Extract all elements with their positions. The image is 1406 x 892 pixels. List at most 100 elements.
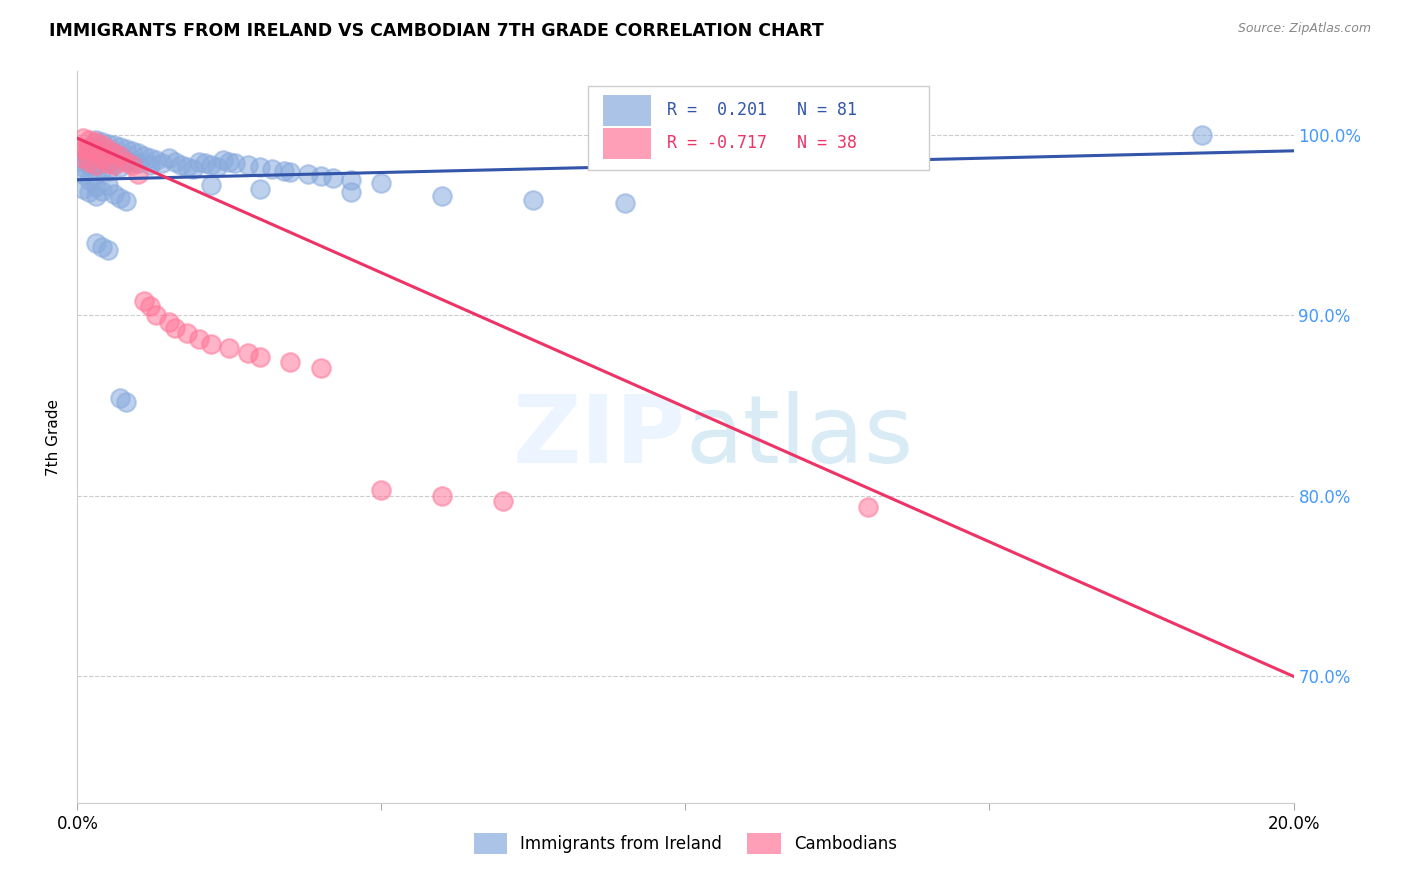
Point	[97, 153, 120, 167]
Point	[856, 500, 879, 514]
Point	[127, 167, 149, 181]
Point	[181, 161, 204, 176]
Point	[66, 154, 89, 169]
Point	[139, 151, 162, 165]
Point	[176, 160, 198, 174]
Point	[249, 182, 271, 196]
Point	[90, 144, 112, 158]
Point	[79, 149, 101, 163]
Point	[121, 154, 143, 169]
Point	[145, 308, 167, 322]
Point	[108, 149, 131, 163]
Point	[90, 161, 112, 176]
Point	[97, 156, 120, 170]
Point	[72, 151, 94, 165]
Point	[103, 138, 125, 153]
Point	[79, 142, 101, 156]
Point	[103, 187, 125, 202]
Point	[90, 135, 112, 149]
Point	[1191, 128, 1213, 142]
Point	[84, 135, 107, 149]
Point	[139, 158, 162, 172]
Point	[103, 147, 125, 161]
Point	[134, 149, 156, 163]
Text: R =  0.201   N = 81: R = 0.201 N = 81	[668, 101, 858, 119]
Point	[134, 293, 156, 308]
Point	[97, 145, 120, 160]
Text: IMMIGRANTS FROM IRELAND VS CAMBODIAN 7TH GRADE CORRELATION CHART: IMMIGRANTS FROM IRELAND VS CAMBODIAN 7TH…	[49, 22, 824, 40]
Point	[84, 167, 107, 181]
Point	[121, 158, 143, 172]
Point	[90, 184, 112, 198]
Point	[309, 169, 332, 183]
Point	[236, 158, 259, 172]
Point	[66, 140, 89, 154]
Point	[84, 158, 107, 172]
Point	[108, 191, 131, 205]
Point	[84, 133, 107, 147]
Point	[278, 355, 301, 369]
Point	[90, 151, 112, 165]
Point	[218, 341, 240, 355]
Point	[84, 180, 107, 194]
Point	[108, 391, 131, 405]
Point	[90, 138, 112, 153]
Point	[72, 167, 94, 181]
Point	[297, 167, 319, 181]
Point	[613, 196, 636, 211]
Point	[115, 395, 138, 409]
Point	[127, 145, 149, 160]
Point	[103, 158, 125, 172]
Point	[72, 142, 94, 156]
Point	[97, 163, 120, 178]
Point	[200, 178, 222, 193]
Point	[127, 156, 149, 170]
Point	[103, 145, 125, 160]
Point	[121, 144, 143, 158]
Point	[948, 810, 970, 824]
Point	[79, 140, 101, 154]
Point	[163, 154, 186, 169]
Point	[79, 154, 101, 169]
Point	[115, 153, 138, 167]
Point	[340, 186, 363, 200]
Text: ZIP: ZIP	[513, 391, 686, 483]
Point	[170, 158, 193, 172]
Point	[163, 321, 186, 335]
Point	[194, 156, 217, 170]
Point	[322, 170, 344, 185]
Point	[188, 332, 211, 346]
Point	[115, 154, 138, 169]
Point	[370, 177, 392, 191]
Point	[72, 145, 94, 160]
Point	[84, 235, 107, 250]
Point	[309, 360, 332, 375]
Text: Source: ZipAtlas.com: Source: ZipAtlas.com	[1237, 22, 1371, 36]
Point	[108, 140, 131, 154]
Point	[200, 337, 222, 351]
Point	[278, 165, 301, 179]
Point	[79, 172, 101, 186]
Point	[139, 299, 162, 313]
Point	[273, 163, 295, 178]
Point	[188, 154, 211, 169]
Point	[90, 151, 112, 165]
Point	[249, 160, 271, 174]
Point	[115, 142, 138, 156]
Point	[115, 194, 138, 209]
Point	[157, 151, 180, 165]
Point	[152, 156, 174, 170]
Point	[224, 156, 246, 170]
Point	[260, 161, 283, 176]
Point	[200, 158, 222, 172]
Point	[430, 489, 453, 503]
Point	[103, 156, 125, 170]
Text: atlas: atlas	[686, 391, 914, 483]
Point	[84, 189, 107, 203]
Point	[84, 156, 107, 170]
Point	[236, 346, 259, 360]
Point	[176, 326, 198, 341]
Point	[79, 133, 101, 147]
Point	[79, 158, 101, 172]
Point	[218, 154, 240, 169]
